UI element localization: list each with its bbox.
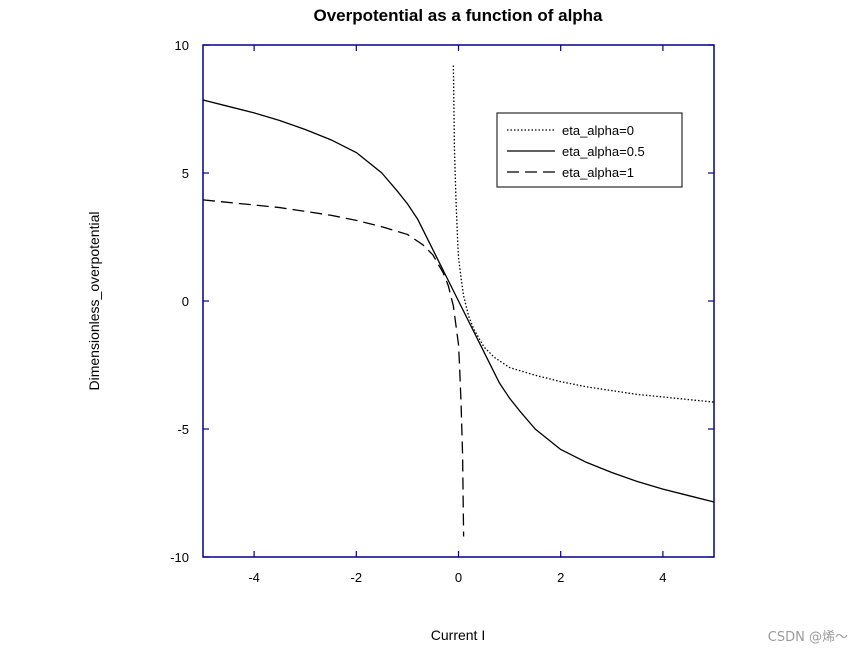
legend-box [496,112,683,188]
x-tick-label: -4 [248,570,260,585]
x-tick-label: 0 [455,570,462,585]
tick-group: -4 -2 0 2 4 -10 -5 0 5 10 [170,38,714,585]
y-axis-label: Dimensionless_overpotential [86,212,102,391]
plot-area: -4 -2 0 2 4 -10 -5 0 5 10 [170,38,715,585]
x-tick-label: 2 [557,570,564,585]
y-tick-label: -5 [177,422,189,437]
watermark-text: CSDN @烯～ [768,630,848,645]
chart-title: Overpotential as a function of alpha [313,6,603,25]
y-tick-label: 0 [182,294,189,309]
legend-label-eta-alpha-1: eta_alpha=1 [562,165,634,180]
legend-label-eta-alpha-0-5: eta_alpha=0.5 [562,144,645,159]
y-tick-label: 10 [175,38,189,53]
series-line-0 [452,65,715,403]
x-tick-label: -2 [351,570,363,585]
legend-label-eta-alpha-0: eta_alpha=0 [562,123,634,138]
x-tick-label: 4 [659,570,666,585]
y-tick-label: -10 [170,550,189,565]
series-line-1 [202,99,715,503]
series-group [202,65,715,537]
legend: eta_alpha=0 eta_alpha=0.5 eta_alpha=1 [496,112,683,188]
series-line-2 [202,199,465,537]
x-axis-label: Current I [431,627,485,643]
y-tick-label: 5 [182,166,189,181]
